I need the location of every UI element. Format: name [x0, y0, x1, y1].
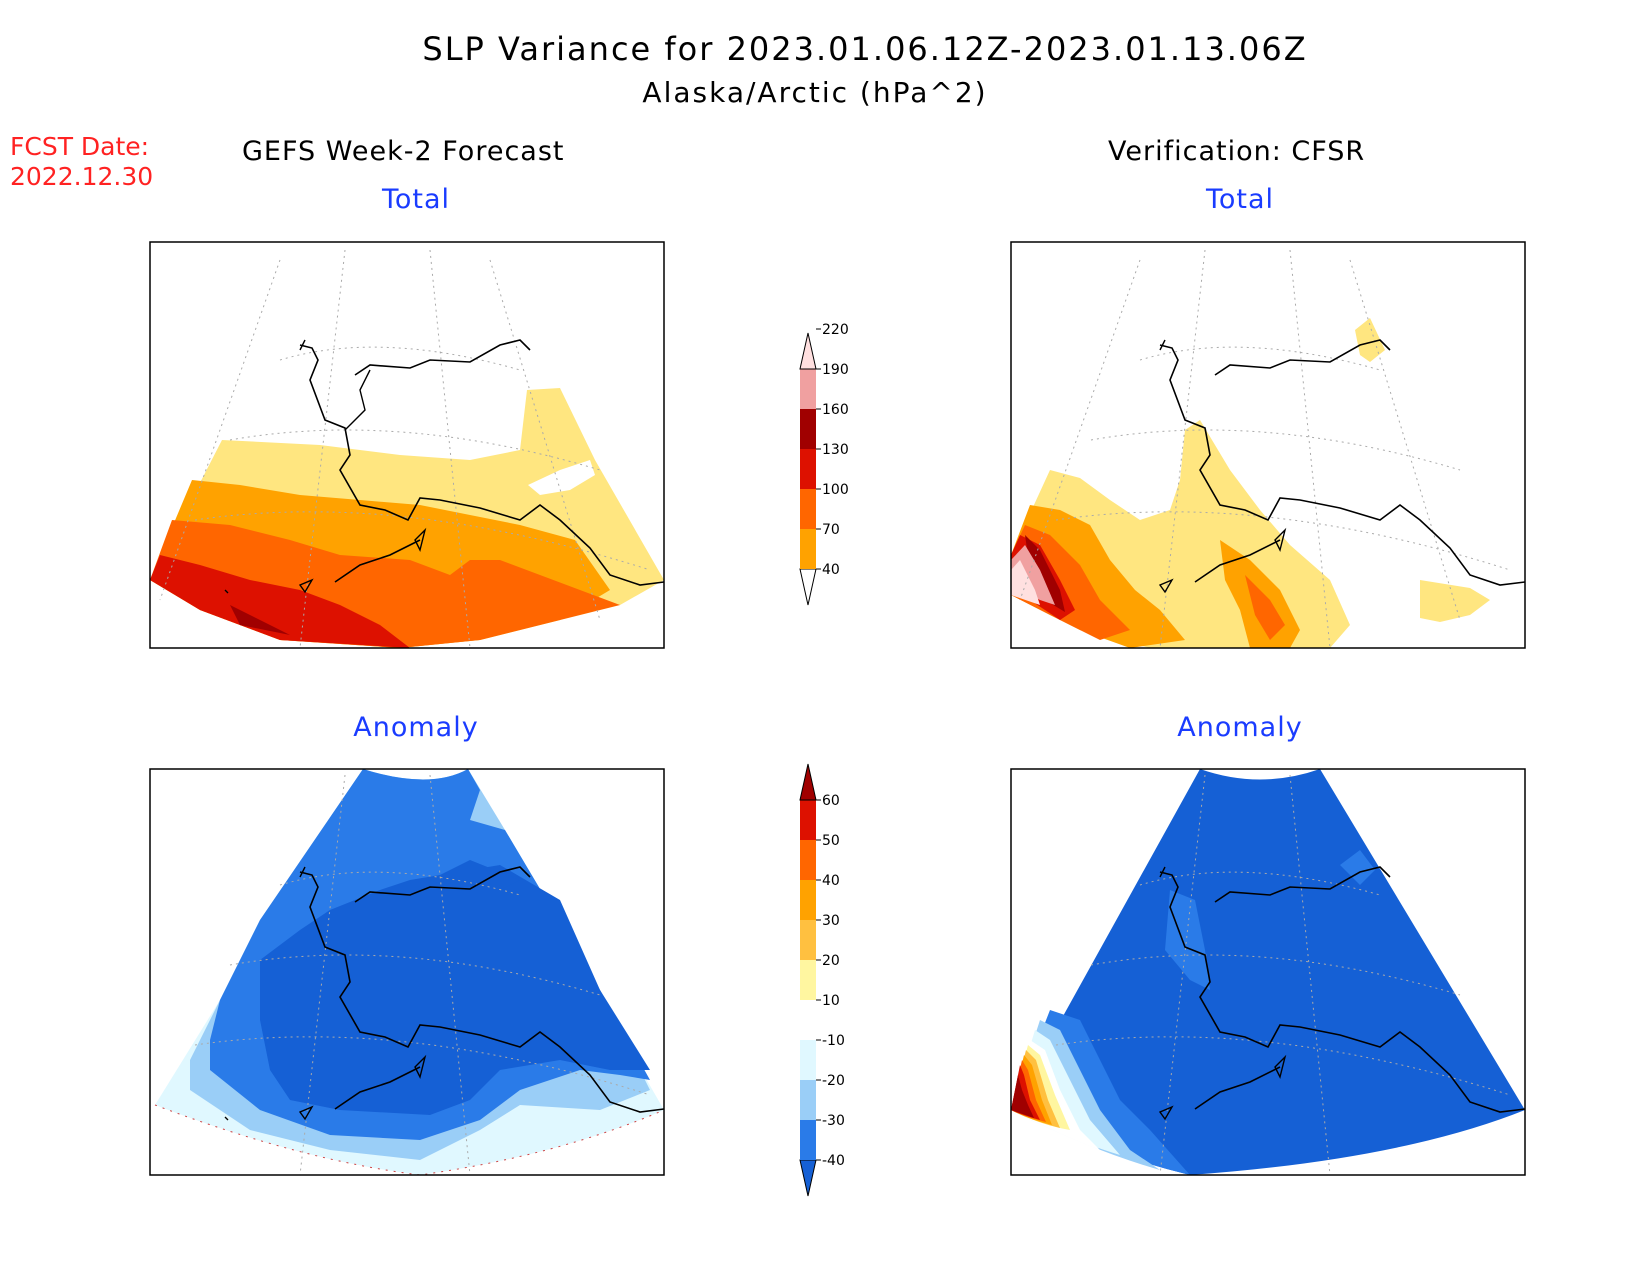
panel-label-forecast-total: Total: [381, 184, 451, 215]
legend-total-tick-label: 160: [822, 402, 849, 418]
contour-fill-minus-40: [260, 865, 650, 1115]
legend-total-swatch: [800, 409, 816, 449]
contour-fill-minus-30-patch2: [1340, 850, 1375, 885]
coastline-islands: [224, 339, 427, 594]
map-forecast-anomaly: [154, 769, 664, 1175]
legend-total-tick-label: 190: [822, 362, 849, 378]
legend-anomaly-tick-label: 30: [822, 913, 840, 929]
white-gap: [528, 460, 595, 495]
legend-total-swatch: [800, 489, 816, 529]
coastline-islands: [224, 866, 427, 1121]
legend-total-tick-label: 130: [822, 442, 849, 458]
legend-anomaly-tick-label: 60: [822, 793, 840, 809]
map-verification-anomaly: [1011, 769, 1525, 1175]
legend-anomaly-swatch: [800, 1120, 816, 1160]
contour-fill-40-70-arctic: [1355, 318, 1385, 362]
contour-fill-160-190: [230, 605, 290, 635]
map-verification-total: [1011, 249, 1525, 648]
legend-anomaly-swatch: [800, 960, 816, 1000]
legend-anomaly-tick-label: 10: [822, 993, 840, 1009]
legend-total-tick-label: 100: [822, 482, 849, 498]
legend-total-tick-label: 70: [822, 522, 840, 538]
legend-total-swatch: [800, 369, 816, 409]
coastline-alaska-upper: [344, 369, 371, 431]
legend-anomaly-swatch: [800, 1080, 816, 1120]
verification-column-heading: Verification: CFSR: [1108, 136, 1366, 167]
contour-fill-plus-60: [1011, 1075, 1034, 1118]
legend-total-top-tip: [799, 332, 817, 370]
coastline-islands: [1158, 339, 1287, 594]
panel-label-verification-total: Total: [1205, 184, 1275, 215]
legend-total-bottom-tip: [799, 568, 817, 606]
legend-anomaly-tick-label: -20: [822, 1073, 845, 1089]
legend-anomaly-tick-label: 20: [822, 953, 840, 969]
contour-fill-minus-40-upper: [430, 860, 520, 890]
legend-anomaly-top-tip: [799, 763, 817, 801]
legend-anomaly-bottom-tip: [799, 1159, 817, 1197]
frame-verification-total: [1010, 241, 1526, 649]
contour-fill-minus-30-patch: [1165, 890, 1210, 990]
contour-fill-130-160: [150, 555, 410, 648]
contour-fill-40-70-east: [1420, 580, 1490, 622]
coastline-islands: [1158, 866, 1287, 1121]
graticule: [1055, 774, 1511, 1175]
legend-anomaly-swatch: [800, 800, 816, 840]
legend-anomaly-tick-label: -30: [822, 1113, 845, 1129]
legend-anomaly-swatch: [800, 1040, 816, 1080]
legend-anomaly-swatch: [800, 840, 816, 880]
coastline: [299, 339, 664, 586]
legend-anomaly-tick-label: 40: [822, 873, 840, 889]
legend-anomaly-swatch: [800, 880, 816, 920]
map-title: SLP Variance for 2023.01.06.12Z-2023.01.…: [422, 30, 1308, 68]
graticule: [159, 249, 651, 648]
legend-total-swatch: [800, 449, 816, 489]
panel-label-verification-anomaly: Anomaly: [1177, 712, 1303, 743]
map-forecast-total: [150, 249, 664, 648]
map-subtitle: Alaska/Arctic (hPa^2): [642, 76, 988, 109]
frame-verification-anomaly: [1010, 768, 1526, 1176]
legend-anomaly-colorbar: -40 -30 -20 -10 10 20 30 40 50 60: [799, 763, 845, 1197]
legend-anomaly-tick-label: 50: [822, 833, 840, 849]
fcst-date-value: 2022.12.30: [10, 162, 154, 191]
legend-total-colorbar: 40 70 100 130 160 190 220: [799, 322, 849, 606]
legend-total-tick-label: 40: [822, 562, 840, 578]
coastline: [1159, 339, 1525, 586]
legend-anomaly-swatch: [800, 1000, 816, 1040]
coastline: [1159, 866, 1525, 1113]
panel-label-forecast-anomaly: Anomaly: [353, 712, 479, 743]
fcst-date-label: FCST Date:: [10, 132, 150, 161]
coastline: [299, 866, 664, 1113]
legend-anomaly-tick-label: -40: [822, 1153, 845, 1169]
legend-anomaly-tick-label: -10: [822, 1033, 845, 1049]
legend-total-tick-label: 220: [822, 322, 849, 338]
frame-forecast-total: [149, 241, 665, 649]
graticule: [1019, 249, 1511, 648]
contour-fill-100-130-east: [1245, 575, 1285, 640]
contour-fill-220plus: [1011, 560, 1040, 605]
legend-anomaly-swatch: [800, 920, 816, 960]
frame-forecast-anomaly: [149, 768, 665, 1176]
contour-fill-minus-40: [1011, 769, 1525, 1175]
forecast-column-heading: GEFS Week-2 Forecast: [242, 136, 565, 167]
legend-total-swatch: [800, 529, 816, 569]
contour-fill-160-190: [1025, 535, 1065, 612]
